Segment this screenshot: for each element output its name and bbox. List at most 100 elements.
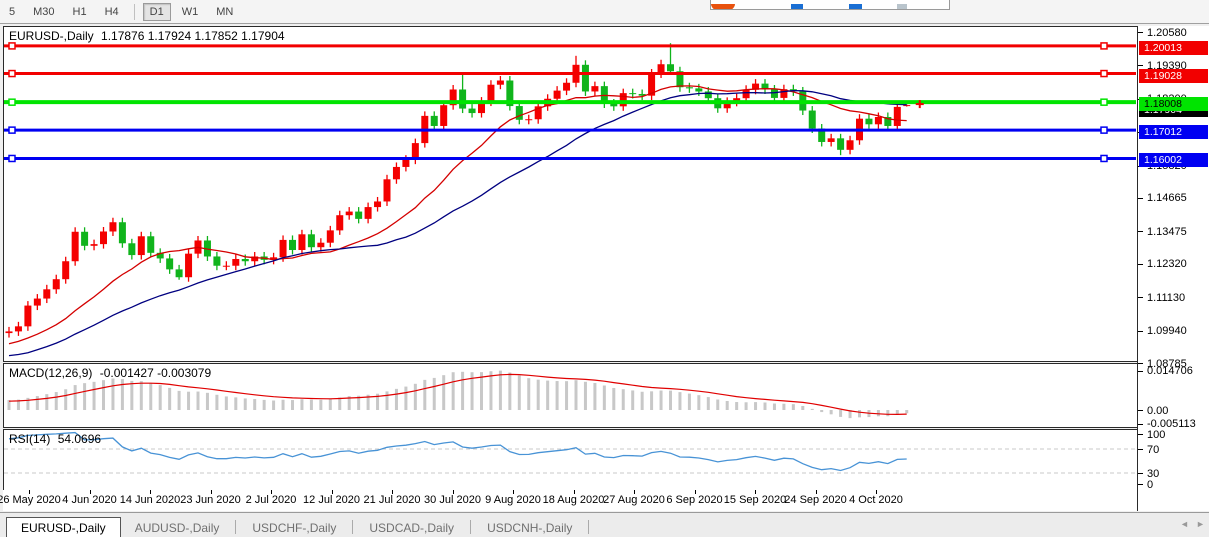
date-axis: 26 May 2020 4 Jun 2020 14 Jun 2020 23 Jun 2… bbox=[0, 490, 1137, 511]
symbol-tab-bar: EURUSD-,Daily AUDUSD-,Daily USDCHF-,Dail… bbox=[0, 512, 1209, 537]
tab-usdcnh-daily[interactable]: USDCNH-,Daily bbox=[487, 521, 573, 535]
candle-body bbox=[289, 239, 296, 251]
tab-usdchf-daily[interactable]: USDCHF-,Daily bbox=[252, 521, 337, 535]
timeframe-toolbar: 5 M30 H1 H4 D1 W1 MN bbox=[0, 0, 1209, 24]
horizontal-line-1.16002[interactable] bbox=[4, 154, 1136, 163]
macd-histogram-bar bbox=[177, 390, 181, 410]
tab-separator bbox=[352, 520, 354, 534]
logo-blue-shape-1 bbox=[791, 4, 803, 9]
date-label: 9 Aug 2020 bbox=[485, 494, 541, 506]
tab-scroll-right-arrow[interactable]: ► bbox=[1196, 519, 1205, 529]
tab-audusd-daily[interactable]: AUDUSD-,Daily bbox=[134, 521, 220, 535]
timeframe-button-h4[interactable]: H4 bbox=[104, 5, 119, 18]
tab-eurusd-daily[interactable]: EURUSD-,Daily bbox=[6, 517, 121, 537]
macd-histogram-bar bbox=[442, 375, 446, 410]
toolbar-separator bbox=[133, 3, 135, 20]
hline-handle[interactable] bbox=[1100, 126, 1108, 134]
candle-body bbox=[629, 93, 637, 95]
candle-body bbox=[185, 253, 193, 278]
hline-handle[interactable] bbox=[1100, 154, 1108, 163]
candle-body bbox=[411, 143, 419, 160]
candle-body bbox=[440, 105, 448, 126]
macd-histogram-bar bbox=[300, 399, 304, 410]
hline-handle[interactable] bbox=[8, 154, 16, 163]
hline-handle[interactable] bbox=[8, 42, 16, 50]
date-label: 18 Aug 2020 bbox=[542, 494, 605, 506]
logo-blue-shape-2 bbox=[849, 4, 862, 9]
rsi-tick-label: 30 bbox=[1147, 467, 1160, 480]
tab-scroll-left-arrow[interactable]: ◄ bbox=[1180, 519, 1189, 529]
macd-histogram-bar bbox=[735, 402, 739, 410]
date-tick bbox=[452, 490, 454, 494]
date-label: 4 Oct 2020 bbox=[849, 494, 903, 506]
timeframe-button-d1[interactable]: D1 bbox=[142, 2, 171, 21]
timeframe-button-mn[interactable]: MN bbox=[216, 5, 234, 18]
candle-body bbox=[780, 89, 788, 98]
price-tick bbox=[1138, 263, 1143, 265]
rsi-line bbox=[8, 431, 907, 472]
candle-body bbox=[808, 110, 816, 129]
price-chart-panel[interactable]: EURUSD-,Daily 1.17876 1.17924 1.17852 1.… bbox=[3, 26, 1139, 362]
rsi-canvas bbox=[4, 431, 1136, 474]
macd-histogram-bar bbox=[791, 404, 795, 410]
macd-tick-label: -0.005113 bbox=[1147, 418, 1196, 431]
horizontal-line-1.20013[interactable] bbox=[4, 42, 1136, 50]
candle-body bbox=[5, 331, 13, 334]
macd-histogram-bar bbox=[895, 410, 899, 415]
macd-histogram-bar bbox=[130, 380, 134, 410]
timeframe-button-m5[interactable]: 5 bbox=[9, 5, 16, 18]
hline-handle[interactable] bbox=[1100, 42, 1108, 50]
candle-body bbox=[175, 269, 183, 278]
macd-tick bbox=[1138, 370, 1143, 372]
candle-body bbox=[33, 298, 41, 306]
candle-body bbox=[336, 215, 344, 231]
date-tick bbox=[573, 490, 575, 494]
macd-canvas bbox=[7, 370, 909, 419]
macd-histogram-bar bbox=[262, 399, 266, 410]
candle-body bbox=[251, 256, 259, 262]
hline-handle[interactable] bbox=[1100, 98, 1108, 106]
date-tick bbox=[392, 490, 393, 494]
timeframe-button-m30[interactable]: M30 bbox=[33, 5, 55, 18]
price-tick-label: 1.09940 bbox=[1147, 325, 1187, 338]
horizontal-line-1.17012[interactable] bbox=[4, 126, 1136, 134]
macd-histogram-bar bbox=[858, 410, 861, 418]
candle-body bbox=[118, 222, 126, 244]
macd-histogram-bar bbox=[243, 398, 247, 410]
tab-usdcad-daily[interactable]: USDCAD-,Daily bbox=[369, 521, 455, 535]
macd-indicator-panel[interactable]: MACD(12,26,9) -0.001427 -0.003079 bbox=[3, 363, 1139, 428]
rsi-tick-label: 0 bbox=[1147, 478, 1154, 491]
tab-separator bbox=[235, 520, 237, 534]
macd-histogram-bar bbox=[26, 397, 30, 410]
chart-title: EURUSD-,Daily 1.17876 1.17924 1.17852 1.… bbox=[9, 29, 289, 43]
macd-histogram-bar bbox=[810, 408, 814, 410]
macd-histogram-bar bbox=[347, 396, 351, 410]
rsi-tick bbox=[1138, 434, 1143, 435]
date-label: 23 Jun 2020 bbox=[180, 494, 241, 506]
horizontal-line-1.18008[interactable] bbox=[4, 98, 1136, 106]
candle-body bbox=[733, 98, 741, 102]
hline-handle[interactable] bbox=[8, 98, 16, 106]
price-tick-label: 1.20580 bbox=[1147, 26, 1187, 39]
rsi-value: 54.0696 bbox=[57, 432, 102, 446]
timeframe-button-w1[interactable]: W1 bbox=[181, 5, 199, 18]
rsi-indicator-panel[interactable]: RSI(14) 54.0696 bbox=[3, 429, 1139, 491]
rsi-name: RSI(14) bbox=[9, 432, 51, 446]
price-tick-label: 1.13475 bbox=[1147, 225, 1187, 238]
candle-body bbox=[874, 116, 882, 125]
horizontal-line-1.19028[interactable] bbox=[4, 69, 1136, 78]
candle-body bbox=[166, 258, 174, 270]
macd-histogram-bar bbox=[678, 392, 682, 410]
price-axis: 1.205801.193901.182001.170101.158201.146… bbox=[1137, 26, 1209, 511]
timeframe-button-h1[interactable]: H1 bbox=[72, 5, 87, 18]
hline-handle[interactable] bbox=[1100, 69, 1108, 78]
macd-histogram-bar bbox=[848, 410, 852, 419]
date-tick bbox=[634, 490, 635, 494]
candle-body bbox=[648, 73, 656, 96]
hline-handle[interactable] bbox=[8, 69, 16, 78]
macd-label: MACD(12,26,9) -0.001427 -0.003079 bbox=[9, 366, 215, 380]
candle-body bbox=[487, 84, 495, 102]
candle-body bbox=[147, 236, 155, 253]
hline-handle[interactable] bbox=[8, 126, 16, 134]
macd-histogram-bar bbox=[54, 392, 58, 410]
